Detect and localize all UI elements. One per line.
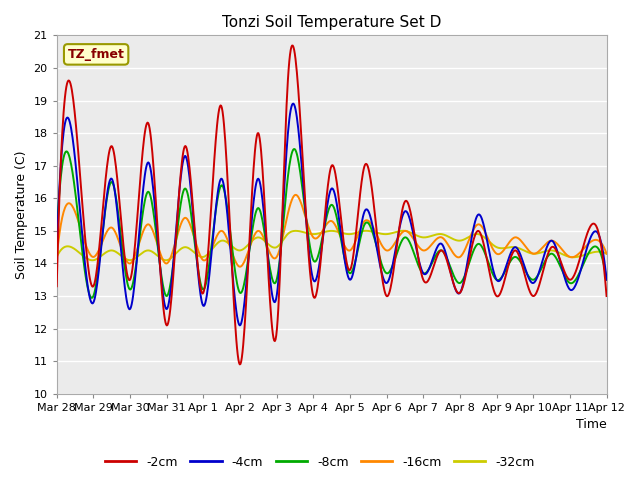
- Y-axis label: Soil Temperature (C): Soil Temperature (C): [15, 150, 28, 279]
- Legend: -2cm, -4cm, -8cm, -16cm, -32cm: -2cm, -4cm, -8cm, -16cm, -32cm: [100, 451, 540, 474]
- X-axis label: Time: Time: [576, 419, 607, 432]
- Title: Tonzi Soil Temperature Set D: Tonzi Soil Temperature Set D: [222, 15, 442, 30]
- Text: TZ_fmet: TZ_fmet: [68, 48, 125, 61]
